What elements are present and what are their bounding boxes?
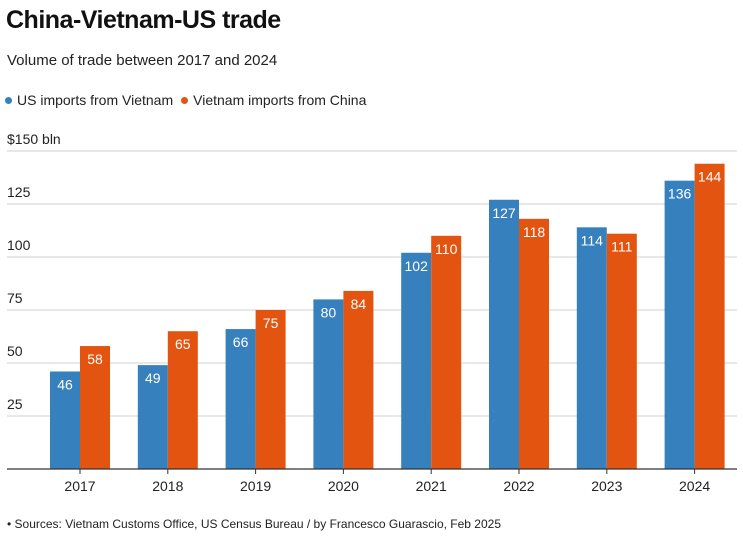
bar-us-imports [664, 180, 695, 469]
data-label: 118 [523, 224, 546, 240]
data-label: 80 [321, 304, 337, 320]
chart-title: China-Vietnam-US trade [6, 6, 281, 34]
y-tick-label: 50 [7, 343, 23, 359]
y-tick-label: 75 [7, 290, 23, 306]
x-tick-label: 2019 [240, 478, 271, 494]
legend-swatch-us [5, 96, 12, 104]
legend-item-vn: Vietnam imports from China [181, 92, 366, 108]
bar-us-imports [137, 365, 168, 469]
x-tick-label: 2020 [328, 478, 359, 494]
bar-vn-imports [255, 310, 286, 469]
legend-swatch-vn [181, 96, 189, 104]
y-tick-label: 100 [7, 237, 31, 253]
data-label: 136 [668, 186, 692, 202]
x-tick-label: 2021 [416, 478, 447, 494]
data-label: 75 [263, 315, 279, 331]
data-label: 65 [175, 336, 191, 352]
bar-vn-imports [606, 233, 637, 469]
bar-vn-imports [80, 346, 110, 469]
bar-us-imports [225, 329, 256, 469]
source-note: • Sources: Vietnam Customs Office, US Ce… [7, 517, 501, 531]
data-label: 84 [351, 296, 367, 312]
data-label: 114 [581, 232, 604, 248]
data-label: 127 [492, 205, 516, 221]
bar-vn-imports [431, 235, 462, 469]
x-tick-label: 2024 [679, 478, 710, 494]
y-tick-label: 25 [7, 396, 23, 412]
data-label: 58 [87, 351, 103, 367]
bar-us-imports [401, 252, 432, 469]
data-label: 111 [611, 239, 632, 255]
data-label: 66 [233, 334, 249, 350]
chart-subtitle: Volume of trade between 2017 and 2024 [7, 52, 278, 69]
bar-us-imports [489, 199, 519, 469]
legend-item-us: US imports from Vietnam [5, 92, 173, 108]
x-tick-label: 2017 [64, 478, 95, 494]
data-label: 110 [435, 241, 458, 257]
bar-vn-imports [519, 218, 549, 469]
bar-vn-imports [694, 163, 725, 469]
bar-us-imports [50, 371, 80, 469]
legend-label-us: US imports from Vietnam [17, 92, 174, 108]
data-label: 46 [57, 376, 73, 392]
y-tick-label: $150 bln [7, 131, 61, 147]
bar-us-imports [313, 299, 344, 469]
legend-label-vn: Vietnam imports from China [193, 92, 367, 108]
data-label: 49 [145, 370, 161, 386]
x-tick-label: 2022 [503, 478, 534, 494]
bar-vn-imports [343, 290, 374, 469]
x-tick-label: 2023 [591, 478, 622, 494]
data-label: 102 [405, 258, 429, 274]
legend: US imports from Vietnam Vietnam imports … [5, 92, 366, 108]
y-tick-label: 125 [7, 184, 31, 200]
bar-us-imports [576, 227, 607, 469]
x-tick-label: 2018 [152, 478, 183, 494]
bar-vn-imports [167, 331, 198, 469]
data-label: 144 [698, 169, 722, 185]
